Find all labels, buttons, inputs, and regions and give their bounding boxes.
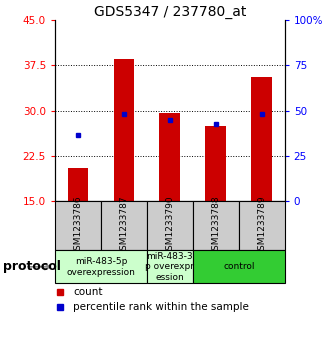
Text: percentile rank within the sample: percentile rank within the sample	[73, 302, 249, 312]
Bar	[239, 201, 285, 250]
Bar	[147, 250, 193, 283]
Bar	[55, 250, 147, 283]
Title: GDS5347 / 237780_at: GDS5347 / 237780_at	[94, 5, 246, 19]
Text: control: control	[223, 262, 254, 271]
Bar	[55, 201, 101, 250]
Bar	[114, 59, 134, 201]
Text: miR-483-5p
overexpression: miR-483-5p overexpression	[67, 257, 135, 277]
Bar	[160, 113, 180, 201]
Bar	[193, 201, 239, 250]
Text: GSM1233788: GSM1233788	[211, 196, 220, 256]
Text: miR-483-3
p overexpr
ession: miR-483-3 p overexpr ession	[145, 252, 194, 282]
Text: protocol: protocol	[3, 260, 61, 273]
Text: GSM1233789: GSM1233789	[257, 196, 266, 256]
Text: GSM1233790: GSM1233790	[165, 196, 174, 256]
Bar	[101, 201, 147, 250]
Bar	[251, 77, 272, 201]
Bar	[68, 168, 88, 201]
Bar	[193, 250, 285, 283]
Bar	[147, 201, 193, 250]
Text: GSM1233787: GSM1233787	[119, 196, 129, 256]
Text: GSM1233786: GSM1233786	[73, 196, 83, 256]
Text: count: count	[73, 287, 103, 297]
Bar	[205, 126, 226, 201]
